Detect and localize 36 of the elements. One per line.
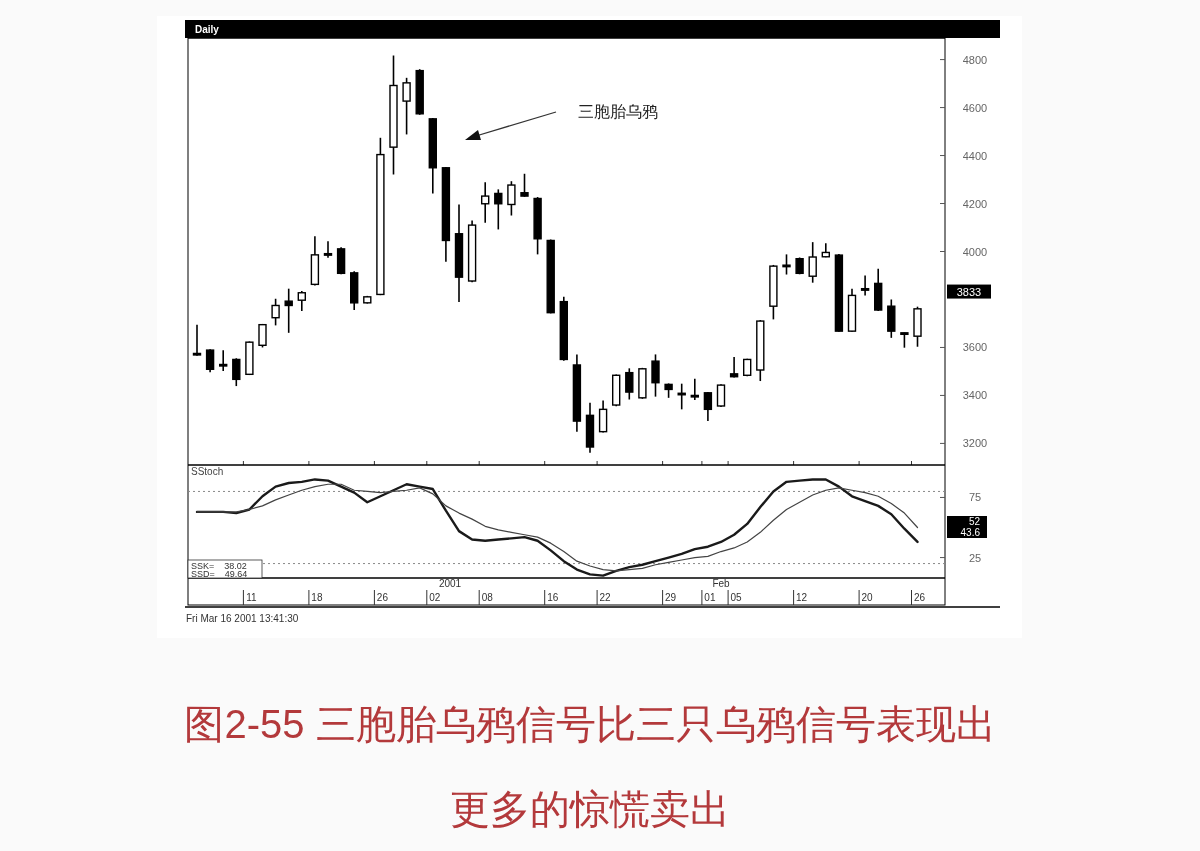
chart-title: SStoch (191, 466, 224, 477)
y-tick-label: 4600 (962, 101, 988, 114)
x-tick-label: 01 (704, 592, 716, 603)
x-tick-label: 18 (311, 592, 323, 603)
text: 3833 (956, 285, 982, 298)
x-tick-label: 26 (376, 592, 389, 603)
x-tick-label: 22 (599, 592, 612, 603)
x-tick-label: 02 (429, 592, 441, 603)
y-tick-label: 25 (968, 551, 982, 564)
annotation: SSD= 49.64 (191, 569, 248, 579)
y-tick-label: 75 (968, 491, 982, 504)
y-tick-label: 4000 (962, 245, 988, 258)
text: Fri Mar 16 2001 13:41:30 (186, 613, 299, 624)
y-tick-label: 4400 (962, 149, 988, 162)
x-tick-label: 08 (481, 592, 494, 603)
text: 43.6 (960, 527, 981, 538)
y-tick-label: 3400 (962, 389, 988, 402)
x-tick-label: 16 (547, 592, 559, 603)
x-tick-label: 20 (861, 592, 874, 603)
caption: 图2-55 三胞胎乌鸦信号比三只乌鸦信号表现出 (184, 702, 996, 746)
y-tick-label: 3600 (962, 341, 988, 354)
x-tick-label: 11 (246, 592, 258, 603)
annotation: SSK= 38.02 (191, 561, 247, 571)
text: 52 (968, 516, 981, 527)
x-tick-label: 26 (913, 592, 926, 603)
annotation: 三胞胎乌鸦 (578, 103, 658, 120)
x-tick-label: 05 (730, 592, 743, 603)
x-tick-label: 12 (796, 592, 808, 603)
chart-title: Daily (195, 24, 220, 35)
y-tick-label: 4200 (962, 197, 988, 210)
y-tick-label: 4800 (962, 53, 988, 66)
text: 2001 (438, 578, 462, 589)
text: 更多的惊慌卖出 (450, 787, 730, 831)
y-tick-label: 3200 (962, 437, 988, 450)
x-tick-label: 29 (665, 592, 677, 603)
text: Feb (712, 578, 731, 589)
